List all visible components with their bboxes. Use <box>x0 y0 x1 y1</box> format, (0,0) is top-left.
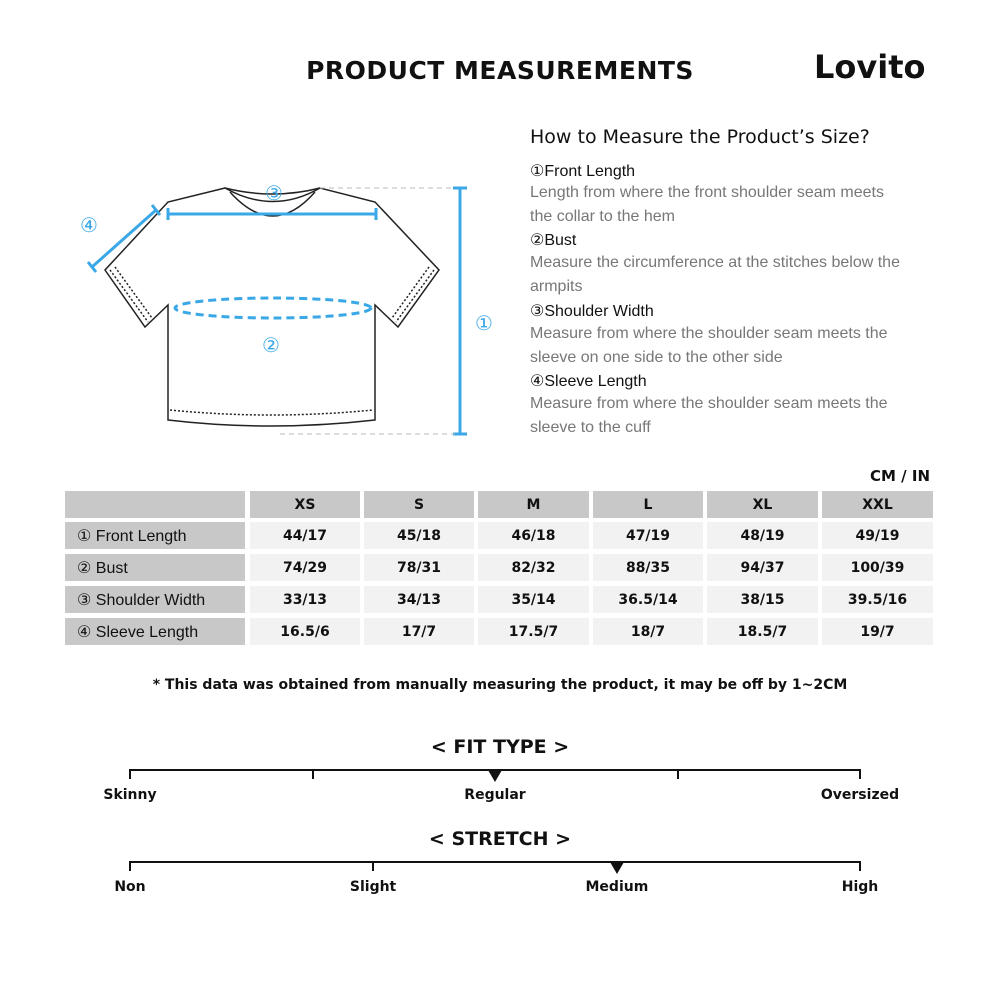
scale-label: High <box>841 879 879 895</box>
size-header: S <box>364 491 474 518</box>
row-label: ② Bust <box>65 554 245 581</box>
scale-label: Skinny <box>103 787 157 803</box>
table-cell: 17/7 <box>364 618 474 645</box>
scale-tick <box>372 861 375 871</box>
table-cell: 88/35 <box>593 554 703 581</box>
scale-tick <box>129 769 131 779</box>
table-cell: 16.5/6 <box>250 618 360 645</box>
size-header: XS <box>250 491 360 518</box>
table-cell: 33/13 <box>250 586 360 613</box>
scale-label: Oversized <box>820 787 900 803</box>
table-cell: 38/15 <box>707 586 818 613</box>
tshirt-diagram: ③ ④ ② ① <box>80 181 493 436</box>
scale-pointer <box>488 770 502 782</box>
table-cell: 18/7 <box>593 618 703 645</box>
size-header: XL <box>707 491 818 518</box>
scale-tick <box>676 769 679 779</box>
measurement-note: * This data was obtained from manually m… <box>152 677 848 693</box>
table-cell: 94/37 <box>707 554 818 581</box>
size-header: L <box>593 491 703 518</box>
guide-item-title: ③Shoulder Width <box>530 303 654 320</box>
table-cell: 47/19 <box>593 522 703 549</box>
table-cell: 48/19 <box>707 522 818 549</box>
scale-tick <box>311 769 314 779</box>
table-cell: 19/7 <box>822 618 933 645</box>
marker-front-length: ① <box>475 311 493 335</box>
scale-label: Medium <box>585 879 649 895</box>
table-cell: 49/19 <box>822 522 933 549</box>
guide-item-title: ②Bust <box>530 232 577 249</box>
size-header: XXL <box>822 491 933 518</box>
scale-label: Regular <box>464 787 526 803</box>
marker-shoulder: ③ <box>265 181 283 205</box>
fit-type-title: < FIT TYPE > <box>430 736 570 758</box>
page-title: PRODUCT MEASUREMENTS <box>306 56 694 85</box>
table-cell: 45/18 <box>364 522 474 549</box>
stretch-title: < STRETCH > <box>428 828 572 850</box>
table-cell: 44/17 <box>250 522 360 549</box>
row-label: ④ Sleeve Length <box>65 618 245 645</box>
table-cell: 74/29 <box>250 554 360 581</box>
scale-pointer <box>609 862 624 874</box>
marker-sleeve: ④ <box>80 213 98 237</box>
table-cell: 35/14 <box>478 586 589 613</box>
scale-tick <box>859 769 861 779</box>
table-cell: 39.5/16 <box>822 586 933 613</box>
header-blank <box>65 491 245 518</box>
scale-line <box>130 861 861 863</box>
guide-item-title: ④Sleeve Length <box>530 373 647 390</box>
guide-item-desc: Measure the circumference at the stitche… <box>530 254 900 295</box>
table-cell: 46/18 <box>478 522 589 549</box>
guide-item-desc: Measure from where the shoulder seam mee… <box>530 395 888 436</box>
table-cell: 36.5/14 <box>593 586 703 613</box>
table-cell: 17.5/7 <box>478 618 589 645</box>
scale-label: Slight <box>349 879 397 895</box>
guide-item-desc: Length from where the front shoulder sea… <box>530 184 884 225</box>
row-label: ① Front Length <box>65 522 245 549</box>
table-cell: 34/13 <box>364 586 474 613</box>
size-header: M <box>478 491 589 518</box>
marker-bust: ② <box>262 333 280 357</box>
scale-tick <box>129 861 131 871</box>
guide-item-title: ①Front Length <box>530 163 636 180</box>
row-label: ③ Shoulder Width <box>65 586 245 613</box>
table-cell: 100/39 <box>822 554 933 581</box>
table-cell: 82/32 <box>478 554 589 581</box>
brand-logo: Lovito <box>814 48 926 86</box>
table-cell: 18.5/7 <box>707 618 818 645</box>
table-cell: 78/31 <box>364 554 474 581</box>
guide-item-desc: Measure from where the shoulder seam mee… <box>530 325 888 366</box>
guide-heading: How to Measure the Product’s Size? <box>530 126 870 148</box>
scale-label: Non <box>114 879 146 895</box>
scale-tick <box>859 861 861 871</box>
unit-label: CM / IN <box>870 467 930 485</box>
